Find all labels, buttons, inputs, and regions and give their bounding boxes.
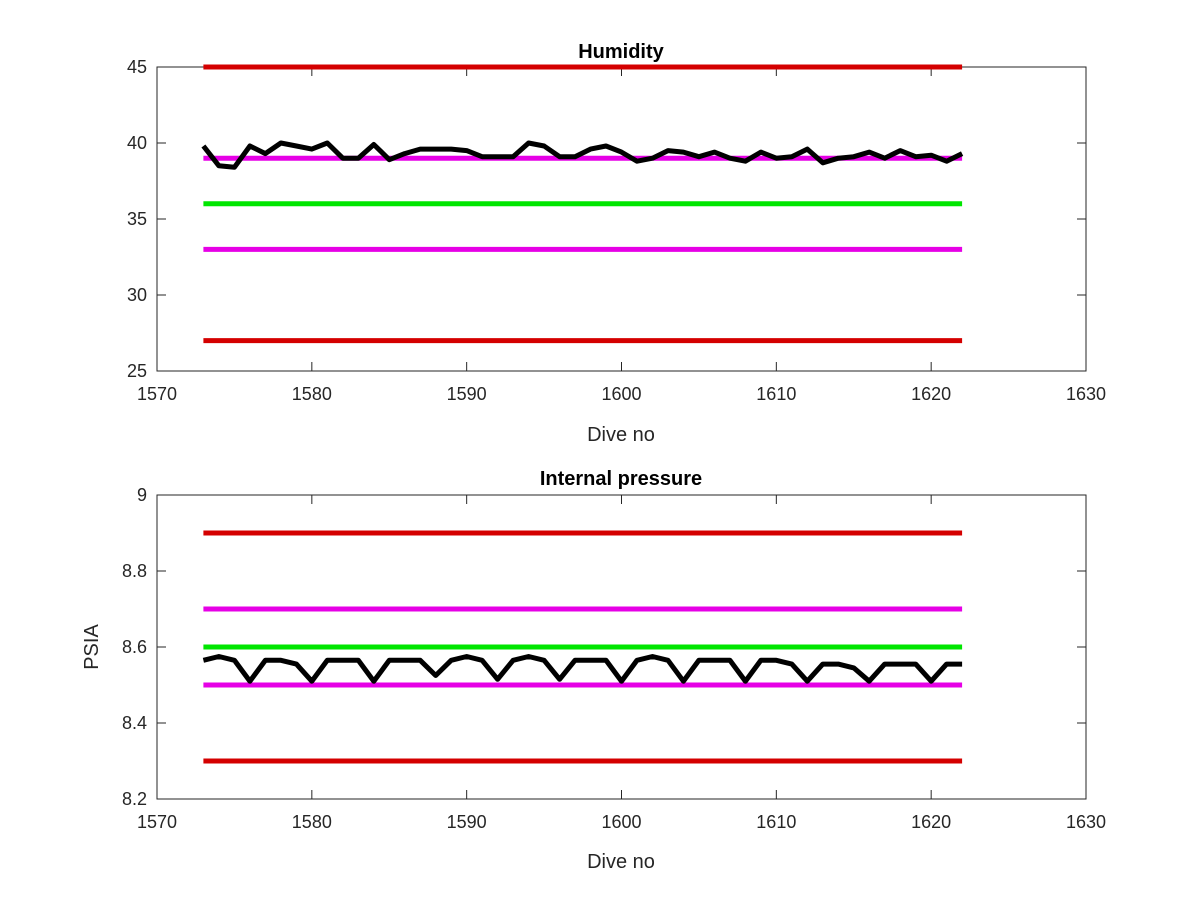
y-tick-label: 40: [127, 133, 147, 153]
x-tick-label: 1570: [137, 384, 177, 404]
series-lines: [202, 530, 963, 764]
y-tick-label: 8.8: [122, 561, 147, 581]
y-tick-label: 8.4: [122, 713, 147, 733]
ticks: 1570 1580 1590 1600 1610 1620 1630 25 30 35 40 45: [127, 57, 1106, 404]
x-tick-label: 1600: [601, 384, 641, 404]
chart-title: Humidity: [578, 41, 664, 63]
internal-pressure-chart: 1570 1580 1590 1600 1610 1620 1630 8.2 8.4 8.6 8.8…: [81, 468, 1106, 873]
chart-title: Internal pressure: [540, 468, 702, 490]
x-tick-label: 1610: [756, 384, 796, 404]
y-tick-label: 35: [127, 209, 147, 229]
x-tick-label: 1590: [447, 812, 487, 832]
y-tick-label: 9: [137, 485, 147, 505]
x-tick-label: 1590: [447, 384, 487, 404]
ticks: 1570 1580 1590 1600 1610 1620 1630 8.2 8.4 8.6 8.8…: [122, 485, 1106, 832]
y-tick-label: 45: [127, 57, 147, 77]
x-tick-label: 1630: [1066, 812, 1106, 832]
series-line-5: [201, 140, 964, 170]
y-tick-label: 30: [127, 285, 147, 305]
y-axis-label: PSIA: [81, 624, 103, 670]
x-tick-label: 1620: [911, 384, 951, 404]
x-tick-label: 1610: [756, 812, 796, 832]
y-tick-label: 8.2: [122, 789, 147, 809]
series-lines: [201, 64, 964, 344]
x-tick-label: 1570: [137, 812, 177, 832]
x-tick-label: 1600: [601, 812, 641, 832]
x-tick-label: 1630: [1066, 384, 1106, 404]
y-tick-label: 8.6: [122, 637, 147, 657]
y-tick-label: 25: [127, 361, 147, 381]
x-tick-label: 1580: [292, 812, 332, 832]
plot-area: [156, 66, 1087, 372]
x-axis-label: Dive no: [587, 424, 655, 446]
x-tick-label: 1620: [911, 812, 951, 832]
x-axis-label: Dive no: [587, 851, 655, 873]
humidity-chart: 1570 1580 1590 1600 1610 1620 1630 25 30 35 40 45 H…: [127, 41, 1106, 446]
x-tick-label: 1580: [292, 384, 332, 404]
series-line-5: [202, 654, 963, 684]
